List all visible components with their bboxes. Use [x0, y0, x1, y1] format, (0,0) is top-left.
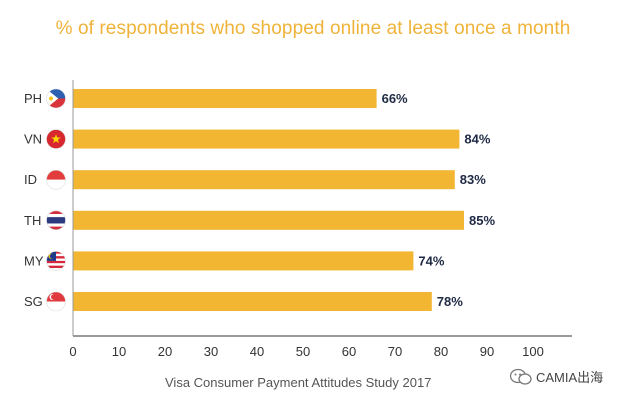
category-label-id: ID: [24, 172, 37, 187]
indonesia-flag-icon: [46, 169, 66, 190]
x-tick-80: 80: [434, 344, 448, 359]
x-tick-60: 60: [342, 344, 356, 359]
wechat-icon: [509, 368, 532, 386]
watermark-text: CAMIA出海: [536, 370, 604, 385]
malaysia-flag-icon: [46, 251, 66, 271]
watermark: CAMIA出海: [509, 367, 604, 386]
x-tick-50: 50: [296, 344, 310, 359]
x-tick-100: 100: [522, 344, 544, 359]
value-label-id: 83%: [460, 172, 486, 187]
bar-ph: [73, 89, 377, 108]
bar-my: [73, 251, 414, 271]
x-tick-30: 30: [204, 344, 218, 359]
x-tick-20: 20: [158, 344, 172, 359]
x-tick-0: 0: [69, 344, 76, 359]
value-label-sg: 78%: [437, 294, 463, 309]
category-label-vn: VN: [24, 132, 42, 147]
bar-vn: [73, 129, 460, 149]
value-label-th: 85%: [469, 213, 495, 228]
bar-id: [73, 170, 455, 190]
labels-layer: 66% PH 84% VN 83% ID 85% TH 74% MY 78% SG: [24, 91, 495, 309]
flags-layer: [46, 88, 66, 312]
value-label-my: 74%: [418, 253, 444, 268]
category-label-ph: PH: [24, 91, 42, 106]
x-tick-labels: 0 10 20 30 40 50 60 70 80 90 100: [69, 344, 543, 359]
bar-sg: [73, 292, 432, 311]
x-tick-40: 40: [250, 344, 264, 359]
x-tick-70: 70: [388, 344, 402, 359]
bar-th: [73, 210, 464, 230]
x-tick-90: 90: [480, 344, 494, 359]
x-tick-10: 10: [112, 344, 126, 359]
thailand-flag-icon: [46, 210, 66, 231]
philippines-flag-icon: [46, 88, 66, 109]
vietnam-flag-icon: [46, 129, 66, 149]
value-label-vn: 84%: [464, 132, 490, 147]
category-label-my: MY: [24, 253, 44, 268]
bars-layer: [73, 89, 464, 311]
category-label-sg: SG: [24, 294, 43, 309]
source-note: Visa Consumer Payment Attitudes Study 20…: [165, 375, 432, 390]
singapore-flag-icon: [46, 291, 66, 312]
category-label-th: TH: [24, 213, 41, 228]
chart-title: % of respondents who shopped online at l…: [55, 18, 571, 39]
value-label-ph: 66%: [382, 91, 408, 106]
